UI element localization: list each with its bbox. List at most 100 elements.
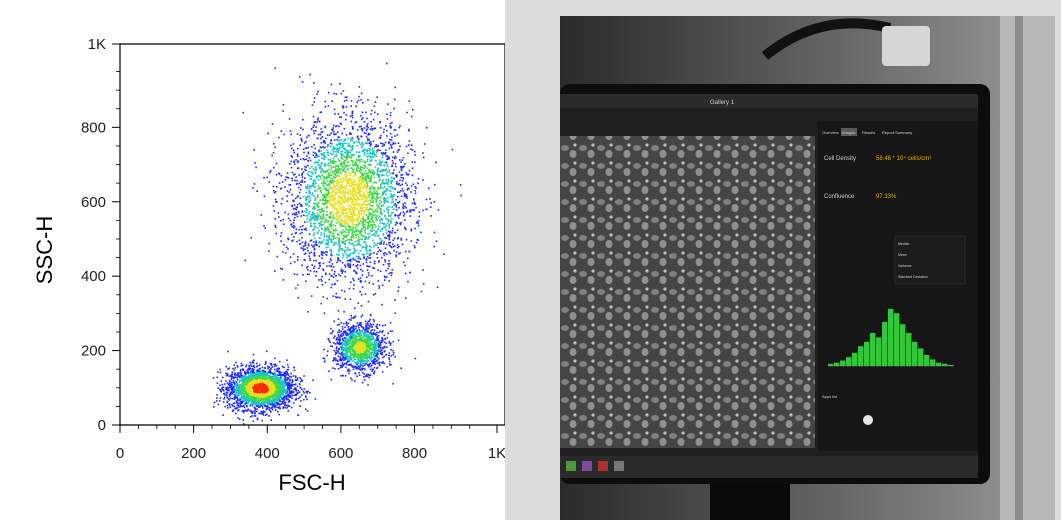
event-point <box>388 363 391 366</box>
event-point <box>241 375 244 377</box>
event-point <box>375 151 378 154</box>
event-point <box>253 384 256 386</box>
event-point <box>303 392 305 394</box>
event-point <box>367 331 369 333</box>
event-point <box>365 328 367 331</box>
event-point <box>234 374 236 376</box>
event-point <box>281 386 284 389</box>
event-point <box>262 392 265 394</box>
event-point <box>359 349 362 352</box>
event-point <box>240 362 243 365</box>
event-point <box>259 367 261 370</box>
event-point <box>246 386 248 388</box>
event-point <box>374 339 376 341</box>
event-point <box>360 195 362 198</box>
event-point <box>220 390 222 393</box>
event-point <box>255 375 258 378</box>
event-point <box>286 377 289 380</box>
event-point <box>391 136 393 139</box>
event-point <box>354 316 356 318</box>
event-point <box>238 384 240 387</box>
event-point <box>260 377 263 379</box>
event-point <box>337 167 339 169</box>
event-point <box>240 402 243 404</box>
event-point <box>345 356 348 359</box>
event-point <box>367 384 369 386</box>
event-point <box>380 209 382 212</box>
event-point <box>344 362 346 365</box>
event-point <box>309 270 312 272</box>
event-point <box>364 232 366 234</box>
event-point <box>318 229 321 232</box>
event-point <box>234 367 237 369</box>
event-point <box>267 365 269 368</box>
event-point <box>367 323 369 325</box>
event-point <box>299 380 302 383</box>
event-point <box>263 195 266 198</box>
event-point <box>276 399 279 402</box>
event-point <box>360 347 362 349</box>
event-point <box>365 347 367 349</box>
event-point <box>244 375 246 377</box>
event-point <box>342 208 344 210</box>
event-point <box>320 146 323 149</box>
event-point <box>318 159 320 161</box>
event-point <box>248 375 250 378</box>
event-point <box>369 343 371 346</box>
event-point <box>323 234 326 236</box>
event-point <box>387 263 389 265</box>
event-point <box>225 380 227 382</box>
event-point <box>338 348 340 351</box>
event-point <box>235 407 238 409</box>
event-point <box>244 381 247 383</box>
event-point <box>380 218 382 220</box>
event-point <box>294 376 297 379</box>
event-point <box>248 397 250 400</box>
event-point <box>352 341 355 344</box>
event-point <box>367 373 370 376</box>
event-point <box>376 367 378 370</box>
event-point <box>255 393 257 395</box>
event-point <box>362 362 365 365</box>
event-point <box>238 374 241 377</box>
event-point <box>233 398 236 400</box>
event-point <box>371 370 373 372</box>
event-point <box>285 396 288 398</box>
event-point <box>260 385 263 387</box>
event-point <box>283 399 286 401</box>
event-point <box>277 410 279 413</box>
event-point <box>401 243 404 246</box>
event-point <box>355 339 357 341</box>
event-point <box>222 414 224 416</box>
event-point <box>229 406 231 408</box>
event-point <box>320 182 323 184</box>
event-point <box>389 330 392 333</box>
event-point <box>246 405 248 408</box>
event-point <box>279 380 281 383</box>
event-point <box>375 203 378 206</box>
event-point <box>358 125 361 128</box>
event-point <box>277 388 279 390</box>
event-point <box>372 359 374 362</box>
event-point <box>334 192 337 195</box>
event-point <box>221 386 224 389</box>
event-point <box>336 336 339 339</box>
event-point <box>276 387 278 390</box>
event-point <box>274 386 277 389</box>
event-point <box>255 383 258 386</box>
event-point <box>345 188 348 191</box>
event-point <box>268 366 271 368</box>
event-point <box>233 389 236 392</box>
event-point <box>379 344 382 347</box>
event-point <box>253 391 256 393</box>
event-point <box>344 352 346 355</box>
event-point <box>328 171 330 174</box>
event-point <box>267 390 270 393</box>
event-point <box>231 383 233 386</box>
event-point <box>243 378 245 381</box>
event-point <box>398 200 401 203</box>
event-point <box>226 389 229 392</box>
event-point <box>279 400 281 402</box>
event-point <box>317 161 320 164</box>
event-point <box>336 244 339 246</box>
